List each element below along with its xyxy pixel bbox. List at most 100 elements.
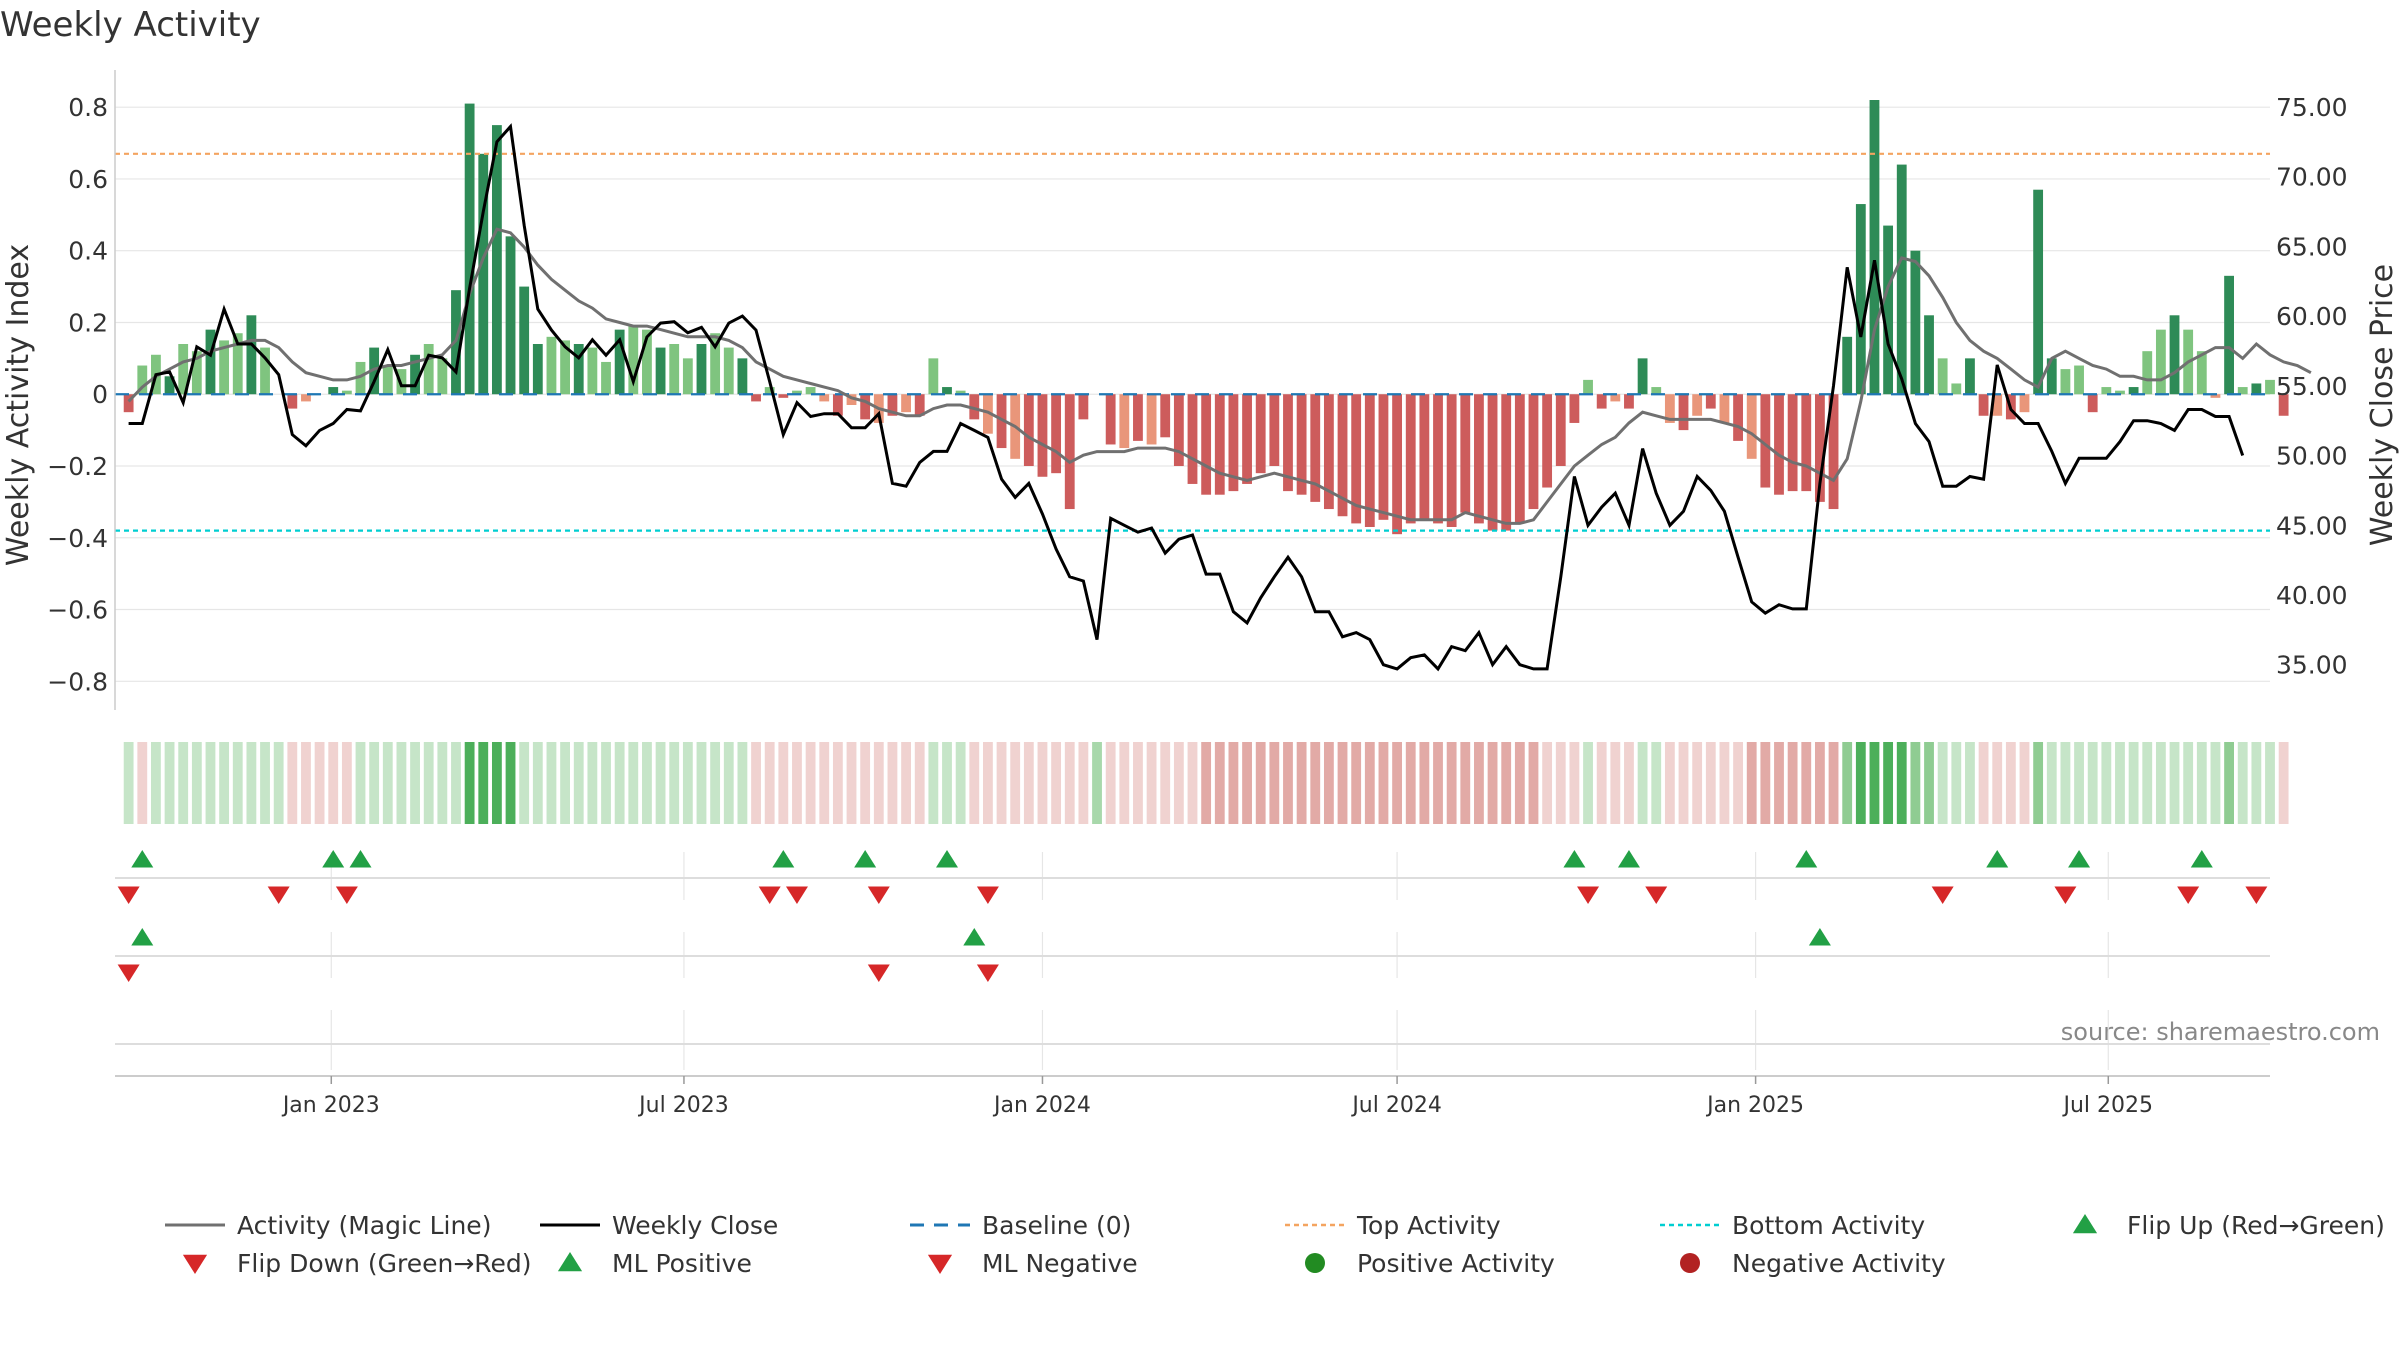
activity-bar bbox=[1392, 394, 1402, 535]
activity-bar bbox=[219, 340, 230, 395]
activity-bar bbox=[2224, 275, 2234, 395]
activity-bar bbox=[642, 329, 652, 395]
ml-score-cell bbox=[1896, 742, 1907, 824]
ml-score-cell bbox=[860, 742, 871, 824]
legend-item: Weekly Close bbox=[540, 1211, 778, 1240]
activity-bar bbox=[2251, 383, 2262, 395]
ml-score-cell bbox=[2074, 742, 2084, 824]
activity-bar bbox=[1774, 394, 1784, 495]
ml-score-cell bbox=[1351, 742, 1362, 824]
y-tick-label: −0.8 bbox=[47, 667, 108, 696]
activity-bar bbox=[1583, 379, 1593, 395]
y2-tick-label: 50.00 bbox=[2276, 442, 2348, 471]
activity-bar bbox=[532, 344, 543, 395]
legend-item: Negative Activity bbox=[1680, 1249, 1946, 1278]
ml-score-cell bbox=[1133, 742, 1143, 824]
ml-score-cell bbox=[1924, 742, 1934, 824]
ml-score-cell bbox=[1501, 742, 1512, 824]
ml-score-cell bbox=[232, 742, 243, 824]
ml-negative-marker bbox=[976, 964, 999, 982]
y2-tick-label: 70.00 bbox=[2276, 163, 2348, 192]
legend-item: Flip Up (Red→Green) bbox=[2072, 1211, 2385, 1240]
activity-bar bbox=[1624, 394, 1634, 409]
activity-bar bbox=[1610, 394, 1621, 402]
legend-label: Negative Activity bbox=[1732, 1249, 1946, 1278]
ml-score-cell bbox=[1937, 742, 1948, 824]
ml-score-cell bbox=[1596, 742, 1607, 824]
activity-bar bbox=[1787, 394, 1798, 492]
ml-score-cell bbox=[287, 742, 298, 824]
ml-score-cell bbox=[1173, 742, 1184, 824]
ml-score-cell bbox=[2046, 742, 2057, 824]
ml-score-cell bbox=[341, 742, 352, 824]
activity-bar bbox=[1978, 394, 1989, 416]
activity-bar bbox=[2210, 394, 2221, 398]
ml-score-cell bbox=[273, 742, 284, 824]
activity-bar bbox=[1760, 394, 1771, 488]
activity-bar bbox=[1855, 204, 1866, 395]
activity-bar bbox=[232, 333, 243, 395]
activity-bar bbox=[1637, 358, 1648, 395]
ml-score-cell bbox=[2128, 742, 2139, 824]
activity-bar bbox=[1446, 394, 1457, 527]
ml-score-cell bbox=[1023, 742, 1034, 824]
ml-score-cell bbox=[1978, 742, 1989, 824]
activity-bar bbox=[205, 329, 216, 395]
activity-bar bbox=[1187, 394, 1198, 484]
ml-score-cell bbox=[532, 742, 543, 824]
ml-score-cell bbox=[1487, 742, 1498, 824]
ml-score-cell bbox=[1869, 742, 1880, 824]
activity-bar bbox=[1283, 394, 1293, 492]
ml-score-cell bbox=[423, 742, 434, 824]
activity-bar bbox=[955, 390, 966, 395]
activity-bar bbox=[2128, 387, 2139, 395]
ml-score-cell bbox=[314, 742, 325, 824]
ml-score-cell bbox=[382, 742, 393, 824]
activity-bar bbox=[560, 340, 571, 395]
flip-down-marker bbox=[1931, 886, 1954, 904]
flip-up-marker bbox=[935, 850, 958, 868]
legend-item: Top Activity bbox=[1285, 1211, 1501, 1240]
activity-bar bbox=[942, 387, 952, 395]
ml-score-cell bbox=[983, 742, 993, 824]
activity-bar bbox=[1201, 394, 1212, 495]
legend-label: Flip Up (Red→Green) bbox=[2127, 1211, 2385, 1240]
ml-score-cell bbox=[2224, 742, 2234, 824]
activity-bar bbox=[1910, 250, 1921, 395]
ml-score-cell bbox=[1569, 742, 1580, 824]
ml-score-cell bbox=[846, 742, 857, 824]
legend-label: Weekly Close bbox=[612, 1211, 778, 1240]
activity-bar bbox=[2046, 358, 2057, 395]
activity-bar bbox=[1460, 394, 1471, 513]
ml-score-cell bbox=[2019, 742, 2030, 824]
ml-score-cell bbox=[2033, 742, 2044, 824]
flip-down-marker bbox=[1645, 886, 1668, 904]
flip-down-marker bbox=[976, 886, 999, 904]
ml-score-cell bbox=[2005, 742, 2016, 824]
y-tick-label: 0 bbox=[92, 380, 108, 409]
legend-item: Flip Down (Green→Red) bbox=[182, 1249, 532, 1278]
ml-score-cell bbox=[1992, 742, 2003, 824]
ml-score-cell bbox=[2183, 742, 2194, 824]
activity-bar bbox=[246, 315, 257, 395]
ml-score-cell bbox=[464, 742, 475, 824]
activity-bar bbox=[2033, 189, 2044, 395]
activity-bar bbox=[1842, 336, 1853, 395]
activity-bar bbox=[1023, 394, 1034, 466]
ml-score-cell bbox=[1855, 742, 1866, 824]
activity-bar bbox=[1323, 394, 1334, 510]
y2-tick-label: 55.00 bbox=[2276, 372, 2348, 401]
ml-score-cell bbox=[573, 742, 584, 824]
legend-label: Top Activity bbox=[1356, 1211, 1501, 1240]
flip-down-marker bbox=[785, 886, 808, 904]
flip-down-marker bbox=[867, 886, 890, 904]
ml-score-cell bbox=[1883, 742, 1894, 824]
ml-score-cell bbox=[1624, 742, 1634, 824]
activity-bar bbox=[1596, 394, 1607, 409]
activity-bar bbox=[260, 347, 270, 395]
ml-score-cell bbox=[178, 742, 189, 824]
ml-score-cell bbox=[1146, 742, 1157, 824]
legend-label: ML Negative bbox=[982, 1249, 1138, 1278]
ml-score-cell bbox=[410, 742, 420, 824]
ml-score-cell bbox=[969, 742, 980, 824]
